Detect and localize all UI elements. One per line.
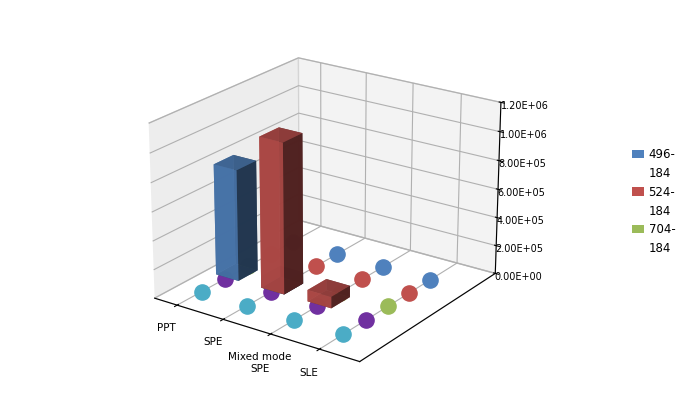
Legend: 496-, 184, 524-, 184, 704-, 184: 496-, 184, 524-, 184, 704-, 184	[627, 143, 680, 260]
